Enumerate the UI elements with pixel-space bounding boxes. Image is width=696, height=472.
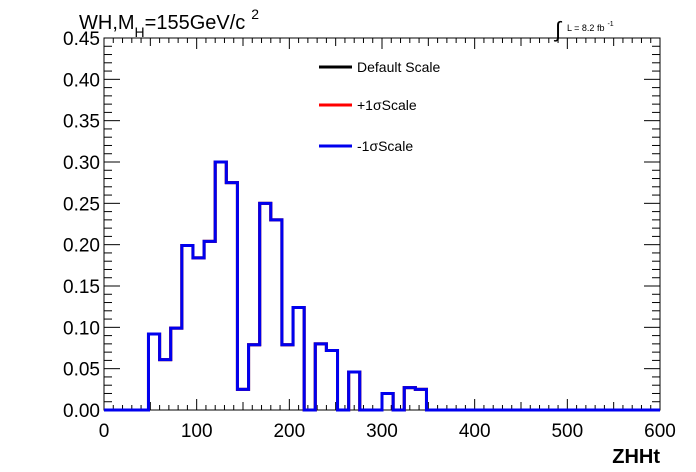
- y-tick-label: 0.35: [63, 112, 100, 133]
- legend-label-plus1sigma: +1σScale: [357, 97, 417, 113]
- y-tick-label: 0.15: [63, 277, 100, 298]
- chart-title-rest: =155GeV/c: [145, 12, 246, 34]
- legend-label-minus1sigma: -1σScale: [357, 138, 413, 154]
- x-tick-label: 500: [551, 421, 583, 442]
- x-tick-label: 600: [644, 421, 676, 442]
- y-axis: 0.00 0.05 0.10 0.15 0.20 0.25 0.30 0.35 0.40 0.45: [63, 29, 660, 422]
- series-group: [104, 160, 660, 412]
- legend: Default Scale +1σScale -1σScale: [319, 59, 440, 154]
- luminosity-integral: ∫: [553, 17, 563, 42]
- y-tick-label: 0.25: [63, 194, 100, 215]
- y-tick-label: 0.10: [63, 318, 100, 339]
- x-tick-label: 200: [273, 421, 305, 442]
- chart-title-main: WH,M: [79, 12, 135, 34]
- y-tick-label: 0.05: [63, 360, 100, 381]
- x-tick-label: 0: [99, 421, 110, 442]
- luminosity-value: L = 8.2 fb: [567, 23, 604, 33]
- luminosity-superscript: -1: [607, 21, 613, 28]
- luminosity-label: L = 8.2 fb -1: [567, 21, 614, 33]
- y-tick-label: 0.30: [63, 153, 100, 174]
- y-tick-label: 0.20: [63, 236, 100, 257]
- y-tick-label: 0.40: [63, 70, 100, 91]
- x-tick-label: 400: [459, 421, 491, 442]
- x-tick-label: 300: [366, 421, 398, 442]
- chart-title: WH,MH=155GeV/c 2: [79, 6, 259, 40]
- legend-label-default: Default Scale: [357, 59, 440, 75]
- y-tick-label: 0.45: [63, 29, 100, 50]
- chart-title-superscript: 2: [251, 6, 259, 22]
- chart-title-subscript: H: [135, 24, 145, 40]
- series-line-2: [104, 160, 660, 412]
- x-tick-label: 100: [181, 421, 213, 442]
- x-axis-title: ZHHt: [612, 446, 660, 468]
- y-tick-label: 0.00: [63, 401, 100, 422]
